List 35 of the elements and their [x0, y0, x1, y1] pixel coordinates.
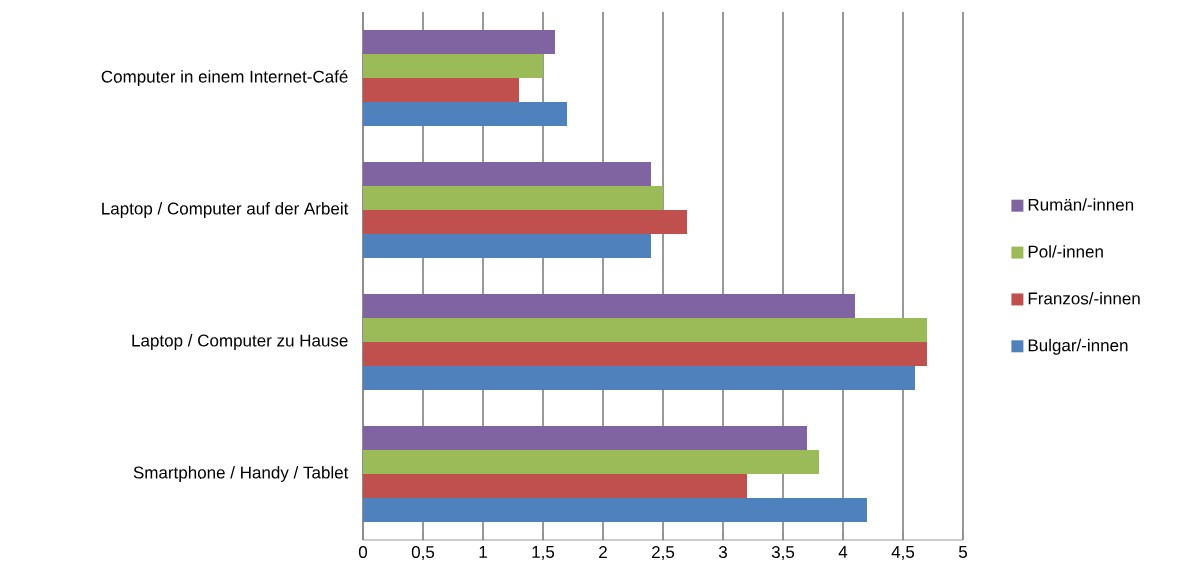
bar — [363, 54, 543, 79]
bar — [363, 426, 807, 450]
legend-label: Franzos/-innen — [1028, 292, 1140, 305]
x-tick-label: 0 — [358, 546, 368, 559]
bar — [363, 318, 927, 342]
x-tick-label: 3,5 — [771, 546, 795, 561]
x-tick-label: 4,5 — [891, 546, 915, 560]
legend-label: Rumän/-innen — [1028, 198, 1134, 211]
bar — [363, 366, 915, 390]
x-tick-label: 2 — [599, 546, 607, 558]
bar — [363, 498, 867, 522]
y-tick-label: Smartphone / Handy / Tablet — [133, 466, 349, 482]
bar — [363, 474, 747, 498]
bar — [363, 78, 519, 102]
x-tick-label: 0,5 — [411, 546, 435, 561]
bar — [363, 162, 651, 187]
bar — [363, 30, 555, 55]
bar — [363, 234, 651, 259]
x-tick-label: 1,5 — [532, 546, 555, 560]
y-tick-label: Laptop / Computer auf der Arbeit — [102, 202, 349, 218]
x-tick-label: 2,5 — [652, 546, 675, 561]
x-tick-label: 5 — [958, 546, 968, 558]
bar — [363, 210, 687, 234]
y-tick-label: Laptop / Computer zu Hause — [132, 334, 348, 350]
bar — [363, 450, 819, 474]
x-tick-label: 4 — [838, 546, 848, 558]
bar — [363, 294, 855, 318]
legend-label: Pol/-innen — [1028, 245, 1103, 258]
x-tick-label: 3 — [718, 546, 727, 559]
bar — [363, 102, 567, 127]
bar — [363, 342, 927, 366]
x-tick-label: 1 — [479, 546, 487, 558]
legend-label: Bulgar/-innen — [1028, 338, 1128, 355]
bar — [363, 186, 663, 210]
y-tick-label: Computer in einem Internet-Café — [101, 69, 348, 87]
